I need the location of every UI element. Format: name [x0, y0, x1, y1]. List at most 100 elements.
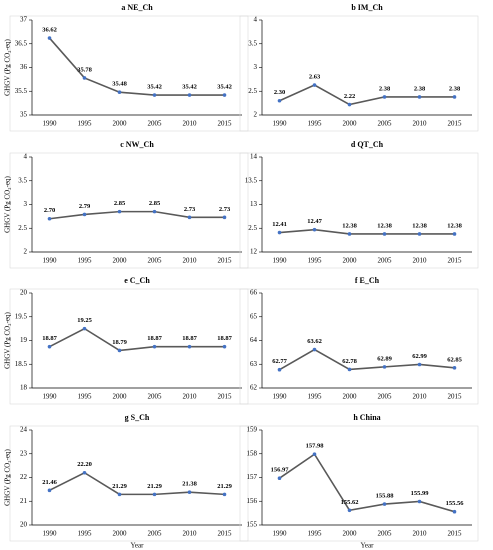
y-tick-label: 3	[254, 63, 258, 71]
marker	[417, 95, 422, 99]
panel-frame	[9, 425, 249, 542]
y-tick-label: 158	[247, 449, 258, 457]
marker	[452, 232, 457, 236]
y-tick-label: 18	[20, 384, 28, 392]
marker	[312, 452, 317, 457]
data-line	[279, 348, 455, 371]
marker	[117, 209, 122, 214]
value-label: 21.29	[112, 483, 127, 490]
marker	[382, 502, 387, 506]
y-tick-label: 20	[20, 289, 28, 297]
marker	[452, 366, 457, 370]
x-tick-label: 2000	[343, 120, 358, 128]
value-label: 18.87	[217, 335, 232, 342]
x-axis-title: Year	[361, 542, 375, 550]
marker	[152, 209, 157, 214]
marker	[312, 347, 317, 352]
y-tick-label: 2	[24, 248, 28, 256]
y-tick-label: 66	[250, 289, 258, 297]
y-axis-title: GHGV (Pg CO₂-eq)	[4, 38, 12, 95]
y-tick-label: 18.5	[15, 360, 28, 368]
panel-frame	[9, 288, 249, 405]
marker	[222, 492, 227, 497]
marker	[187, 93, 192, 97]
x-tick-label: 2000	[113, 257, 128, 265]
y-axis-title: GHGV (Pg CO₂-eq)	[4, 175, 12, 232]
value-label: 62.99	[412, 353, 427, 360]
value-label: 2.63	[309, 74, 321, 81]
value-label: 12.38	[412, 222, 427, 229]
value-label: 62.78	[342, 358, 357, 365]
y-tick-label: 2.5	[248, 224, 257, 232]
x-tick-label: 1990	[273, 120, 288, 128]
x-tick-label: 2010	[183, 120, 198, 128]
value-label: 2.38	[449, 85, 461, 92]
marker	[277, 230, 282, 235]
marker	[117, 348, 122, 353]
marker	[82, 212, 87, 217]
value-label: 12.38	[342, 222, 357, 229]
marker	[452, 95, 457, 99]
y-tick-label: 24	[20, 426, 28, 434]
x-tick-label: 2000	[343, 530, 358, 538]
marker	[82, 326, 87, 331]
marker	[347, 102, 352, 107]
y-tick-label: 156	[247, 497, 258, 505]
x-tick-label: 2010	[413, 530, 428, 538]
marker	[312, 83, 317, 87]
marker	[277, 367, 282, 372]
x-tick-label: 1995	[78, 393, 93, 401]
x-tick-label: 2005	[378, 530, 393, 538]
x-tick-label: 2005	[148, 257, 163, 265]
marker	[417, 499, 422, 504]
value-label: 2.79	[79, 203, 91, 210]
y-tick-label: 4	[254, 16, 258, 24]
value-label: 2.38	[379, 85, 391, 92]
value-label: 19.25	[77, 317, 92, 324]
panel-title: g S_Ch	[125, 413, 150, 422]
marker	[347, 508, 352, 513]
y-tick-label: 157	[247, 473, 258, 481]
x-tick-label: 1995	[78, 120, 93, 128]
y-tick-label: 19	[20, 336, 28, 344]
value-label: 12.38	[447, 222, 462, 229]
marker	[312, 227, 317, 232]
marker	[277, 98, 282, 103]
marker	[82, 76, 87, 80]
x-tick-label: 2010	[183, 530, 198, 538]
data-line	[49, 471, 225, 496]
y-tick-label: 35	[20, 111, 28, 119]
y-tick-label: 3.5	[18, 176, 27, 184]
y-tick-label: 63	[250, 360, 258, 368]
value-label: 2.70	[44, 207, 55, 214]
data-line	[279, 453, 455, 513]
data-line	[279, 84, 455, 106]
marker	[417, 362, 422, 367]
value-label: 62.85	[447, 356, 462, 363]
panel-frame	[239, 152, 479, 269]
x-tick-label: 2010	[413, 393, 428, 401]
x-tick-label: 2000	[113, 120, 128, 128]
panel-frame	[239, 15, 479, 132]
value-label: 2.38	[414, 85, 426, 92]
marker	[277, 476, 282, 481]
marker	[222, 215, 227, 220]
y-tick-label: 2.5	[248, 87, 257, 95]
x-tick-label: 1990	[43, 393, 58, 401]
panel-title: h China	[353, 413, 380, 422]
x-tick-label: 2015	[448, 530, 463, 538]
x-tick-label: 1995	[308, 257, 323, 265]
x-tick-label: 1990	[273, 393, 288, 401]
y-tick-label: 12	[250, 248, 258, 256]
value-label: 2.22	[344, 93, 355, 100]
y-tick-label: 3.5	[248, 39, 257, 47]
marker	[382, 95, 387, 99]
y-axis-title: GHGV (Pg CO₂-eq)	[4, 448, 12, 505]
value-label: 18.79	[112, 339, 127, 346]
marker	[47, 344, 52, 349]
value-label: 156.97	[271, 467, 290, 474]
value-label: 63.62	[307, 338, 322, 345]
x-tick-label: 2005	[378, 120, 393, 128]
x-tick-label: 1990	[273, 530, 288, 538]
